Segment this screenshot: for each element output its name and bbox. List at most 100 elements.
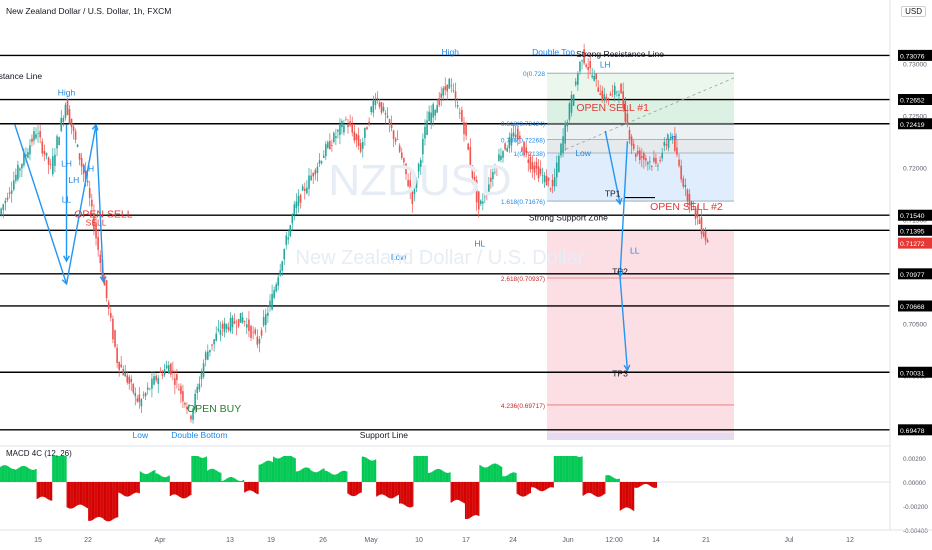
candle-body-306 [632, 143, 635, 149]
candle-body-66 [136, 398, 139, 402]
candle-body-181 [374, 100, 377, 105]
candle-body-172 [355, 134, 358, 141]
annotation-13: TP1 [605, 188, 621, 198]
time-tick-1: 22 [84, 537, 92, 544]
candle-body-84 [174, 378, 176, 385]
candle-body-151 [312, 173, 315, 177]
candle-body-200 [413, 183, 416, 194]
candle-body-0 [0, 208, 2, 215]
level-tag-0 [898, 49, 932, 61]
candle-body-208 [430, 112, 432, 124]
candle-body-227 [469, 147, 472, 166]
candle-body-251 [519, 135, 521, 140]
current-price-label: 0.71272 [900, 241, 925, 248]
candle-body-60 [124, 372, 127, 377]
price-axis: 0.730000.725000.720000.715000.710000.705… [889, 0, 932, 530]
candle-body-226 [467, 143, 470, 150]
candle-body-212 [438, 98, 441, 106]
candle-body-167 [345, 118, 347, 120]
candle-body-69 [142, 394, 145, 396]
candle-body-121 [250, 325, 252, 338]
annotation-5: High [58, 88, 76, 98]
time-tick-2: Apr [155, 537, 167, 544]
candle-body-301 [622, 91, 624, 109]
price-tick-3: 0.71500 [903, 217, 927, 224]
candle-body-186 [384, 112, 387, 115]
candle-body-242 [500, 155, 502, 160]
candle-body-99 [204, 352, 207, 360]
candle-body-336 [694, 207, 697, 219]
candle-body-261 [539, 168, 542, 174]
candle-body-152 [314, 170, 317, 175]
annotation-4: esistance Line [0, 71, 42, 81]
candle-body-118 [243, 321, 246, 322]
candle-body-324 [669, 136, 672, 139]
candle-body-266 [549, 188, 552, 190]
candle-body-243 [502, 151, 504, 158]
candle-body-76 [157, 378, 160, 385]
watermark-name: New Zealand Dollar / U.S. Dollar [296, 247, 585, 269]
annotation-2: Strong Resistance Line [576, 49, 664, 59]
candle-body-202 [417, 163, 420, 172]
fib-zone-1 [547, 99, 734, 124]
trend-arrow-head-3 [63, 255, 71, 263]
candle-body-259 [535, 161, 538, 169]
annotation-22: TP3 [612, 369, 628, 379]
candle-body-38 [78, 153, 81, 160]
price-tick-5: 0.70500 [903, 321, 927, 328]
trend-arrow-4 [604, 130, 621, 204]
annotation-25: Double Bottom [171, 430, 227, 440]
candle-body-83 [172, 370, 174, 373]
candle-body-275 [568, 103, 571, 120]
candle-body-258 [533, 165, 536, 173]
candle-body-218 [450, 85, 453, 87]
candle-body-22 [45, 152, 48, 156]
candle-body-94 [194, 393, 196, 409]
candle-body-189 [390, 124, 393, 129]
candle-body-272 [562, 136, 564, 154]
candle-body-21 [43, 150, 46, 155]
candle-body-105 [217, 328, 220, 331]
candle-body-342 [706, 239, 709, 243]
fib-label-5: 2.618(0.70937) [501, 276, 545, 283]
currency-button[interactable]: USD [901, 6, 926, 17]
candle-body-114 [235, 326, 238, 328]
candle-body-82 [170, 363, 172, 375]
candle-body-234 [484, 196, 486, 198]
candle-body-97 [200, 372, 203, 380]
candle-body-8 [17, 164, 19, 180]
candle-body-29 [60, 117, 63, 131]
candle-body-249 [514, 134, 517, 138]
level-tag-label-7: 0.70031 [900, 370, 925, 377]
annotation-23: OPEN BUY [187, 403, 241, 415]
candle-body-64 [132, 383, 135, 393]
candle-body-101 [209, 349, 211, 353]
candle-body-168 [347, 125, 349, 128]
candle-body-267 [551, 179, 554, 187]
candle-body-146 [301, 186, 304, 191]
candle-body-247 [510, 133, 513, 146]
candle-body-18 [37, 133, 39, 134]
candle-body-217 [448, 78, 451, 89]
candle-body-182 [376, 97, 379, 99]
candle-body-32 [66, 99, 69, 116]
candle-body-47 [97, 236, 99, 250]
candle-body-145 [299, 194, 302, 203]
candle-body-205 [424, 126, 426, 139]
candle-body-36 [74, 131, 77, 140]
candle-body-286 [591, 75, 593, 78]
candle-body-75 [155, 375, 157, 381]
candle-body-126 [260, 330, 263, 336]
candle-body-91 [188, 404, 190, 406]
candle-body-207 [428, 111, 430, 122]
candle-body-264 [545, 176, 548, 186]
candle-body-132 [273, 290, 275, 298]
candle-body-17 [35, 134, 37, 139]
candle-body-61 [126, 375, 129, 383]
candle-body-120 [248, 319, 250, 331]
candle-body-109 [225, 324, 228, 329]
candle-body-176 [364, 127, 366, 138]
time-tick-4: 19 [267, 537, 275, 544]
fib-label-6: 4.236(0.69717) [501, 403, 545, 410]
candle-body-277 [572, 94, 575, 106]
